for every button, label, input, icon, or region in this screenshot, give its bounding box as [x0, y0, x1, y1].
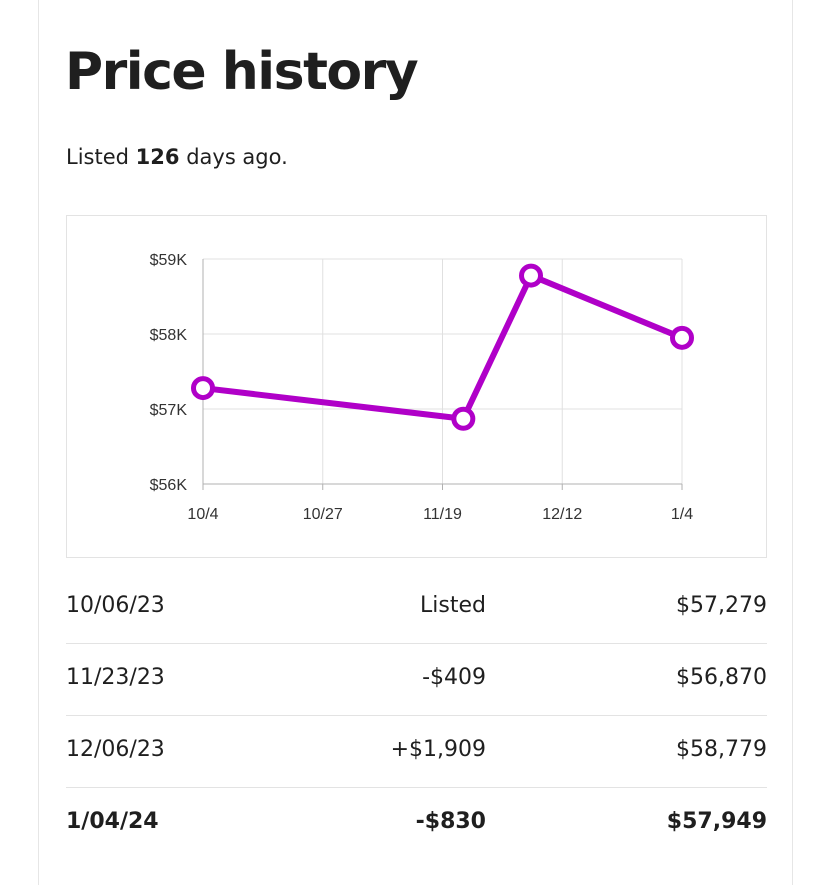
table-row: 1/04/24 -$830 $57,949 — [66, 788, 767, 859]
history-change: +$1,909 — [390, 737, 486, 762]
y-tick-label: $59K — [150, 252, 188, 269]
history-price: $57,949 — [666, 809, 767, 834]
page-title: Price history — [65, 42, 419, 102]
history-change: -$830 — [415, 809, 486, 834]
listed-suffix: days ago. — [186, 145, 288, 169]
price-chart-svg: $56K $57K $58K $59K 10/4 10/27 11/19 12/12 1/4 — [150, 252, 694, 523]
listed-days-count: 126 — [135, 145, 180, 169]
history-change: Listed — [420, 593, 486, 618]
listed-days-text: Listed 126 days ago. — [66, 143, 288, 171]
history-date: 12/06/23 — [66, 737, 165, 762]
price-series-line — [200, 272, 685, 422]
listed-prefix: Listed — [66, 145, 129, 169]
x-tick-label: 12/12 — [542, 506, 582, 523]
price-data-point — [519, 263, 544, 288]
y-tick-label: $56K — [150, 477, 188, 494]
history-change: -$409 — [422, 665, 486, 690]
price-data-point — [191, 376, 215, 401]
price-history-table: 10/06/23 Listed $57,279 11/23/23 -$409 $56,87… — [66, 572, 767, 859]
x-tick-label: 10/27 — [303, 506, 343, 523]
history-date: 1/04/24 — [66, 809, 159, 834]
x-tick-label: 1/4 — [671, 506, 693, 523]
history-price: $57,279 — [676, 593, 767, 618]
price-chart: $56K $57K $58K $59K 10/4 10/27 11/19 12/12 1/4 — [66, 215, 767, 558]
price-data-point — [451, 406, 476, 431]
history-price: $58,779 — [676, 737, 767, 762]
table-row: 11/23/23 -$409 $56,870 — [66, 644, 767, 716]
price-data-point — [670, 325, 694, 350]
table-row: 12/06/23 +$1,909 $58,779 — [66, 716, 767, 788]
x-tick-label: 11/19 — [423, 506, 462, 523]
y-tick-label: $58K — [150, 327, 188, 344]
x-tick-label: 10/4 — [187, 506, 218, 523]
history-price: $56,870 — [676, 665, 767, 690]
history-date: 10/06/23 — [66, 593, 165, 618]
history-date: 11/23/23 — [66, 665, 165, 690]
price-history-card — [38, 0, 793, 885]
y-tick-label: $57K — [150, 402, 188, 419]
table-row: 10/06/23 Listed $57,279 — [66, 572, 767, 644]
